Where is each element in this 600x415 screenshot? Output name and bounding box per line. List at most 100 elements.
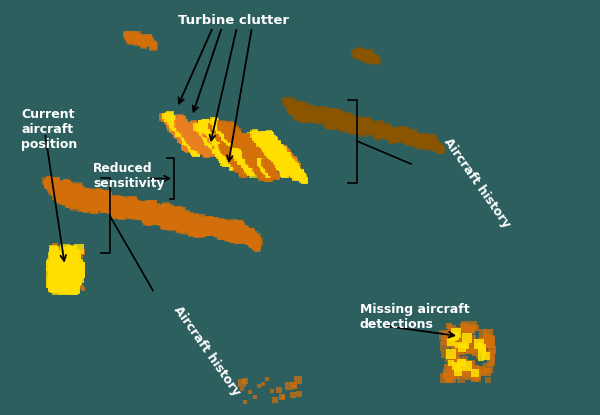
Point [241, 163, 251, 170]
Point [279, 162, 289, 169]
Point [62, 199, 72, 205]
Point [230, 142, 240, 149]
Point [216, 140, 226, 147]
Point [214, 228, 224, 234]
Point [196, 229, 206, 236]
Point [85, 194, 95, 201]
Point [275, 158, 284, 165]
Point [290, 384, 300, 391]
Point [314, 108, 324, 115]
Point [182, 211, 192, 218]
Point [214, 221, 224, 228]
Point [217, 131, 226, 137]
Point [266, 152, 276, 159]
Point [131, 205, 140, 212]
Point [67, 252, 76, 259]
Point [253, 158, 263, 164]
Point [190, 131, 200, 138]
Point [208, 143, 217, 150]
Point [222, 227, 232, 234]
Point [142, 215, 151, 222]
Point [281, 154, 291, 160]
Point [234, 159, 244, 166]
Point [295, 102, 305, 109]
Point [215, 132, 224, 138]
Point [227, 137, 236, 144]
Point [269, 147, 278, 154]
Point [329, 121, 338, 128]
Point [132, 201, 142, 208]
Point [72, 277, 82, 283]
Point [182, 142, 191, 149]
Point [292, 168, 302, 175]
Point [197, 120, 206, 126]
Point [203, 229, 212, 236]
Point [265, 175, 274, 181]
Point [227, 231, 236, 237]
Point [264, 159, 274, 165]
Point [278, 152, 288, 159]
Point [344, 120, 354, 127]
Point [195, 221, 205, 227]
Point [233, 227, 243, 233]
Point [180, 127, 190, 134]
Point [217, 224, 226, 230]
Point [61, 186, 70, 193]
Point [298, 115, 308, 121]
Point [113, 200, 123, 207]
Point [196, 136, 206, 143]
Point [256, 159, 265, 166]
Point [240, 140, 250, 147]
Point [272, 154, 282, 161]
Point [62, 263, 72, 270]
Point [258, 151, 268, 157]
Point [211, 127, 221, 134]
Point [71, 189, 81, 196]
Point [321, 117, 331, 123]
Point [323, 114, 333, 120]
Point [86, 190, 95, 197]
Point [128, 205, 138, 211]
Point [194, 135, 203, 142]
Point [452, 356, 462, 363]
Point [249, 158, 259, 164]
Point [245, 151, 254, 158]
Point [63, 200, 73, 207]
Point [223, 144, 233, 150]
Point [484, 341, 493, 348]
Point [241, 152, 251, 159]
Point [119, 209, 128, 215]
Point [250, 153, 259, 160]
Point [299, 108, 308, 115]
Point [267, 151, 277, 158]
Point [235, 141, 245, 148]
Point [272, 160, 282, 167]
Point [345, 122, 355, 129]
Point [331, 108, 340, 115]
Point [206, 122, 216, 129]
Point [259, 165, 269, 171]
Point [344, 125, 353, 132]
Point [331, 122, 340, 129]
Point [460, 342, 469, 348]
Point [140, 37, 149, 44]
Point [74, 186, 84, 192]
Point [268, 142, 277, 149]
Point [104, 195, 113, 202]
Point [235, 158, 244, 165]
Point [338, 118, 347, 125]
Point [247, 133, 256, 140]
Point [484, 336, 493, 342]
Point [240, 153, 250, 159]
Point [287, 168, 297, 175]
Point [362, 117, 371, 124]
Point [245, 139, 254, 146]
Point [211, 225, 220, 231]
Point [335, 110, 345, 117]
Point [179, 223, 188, 229]
Point [364, 128, 374, 135]
Point [113, 208, 123, 215]
Point [251, 144, 261, 151]
Point [344, 121, 354, 127]
Point [99, 200, 109, 207]
